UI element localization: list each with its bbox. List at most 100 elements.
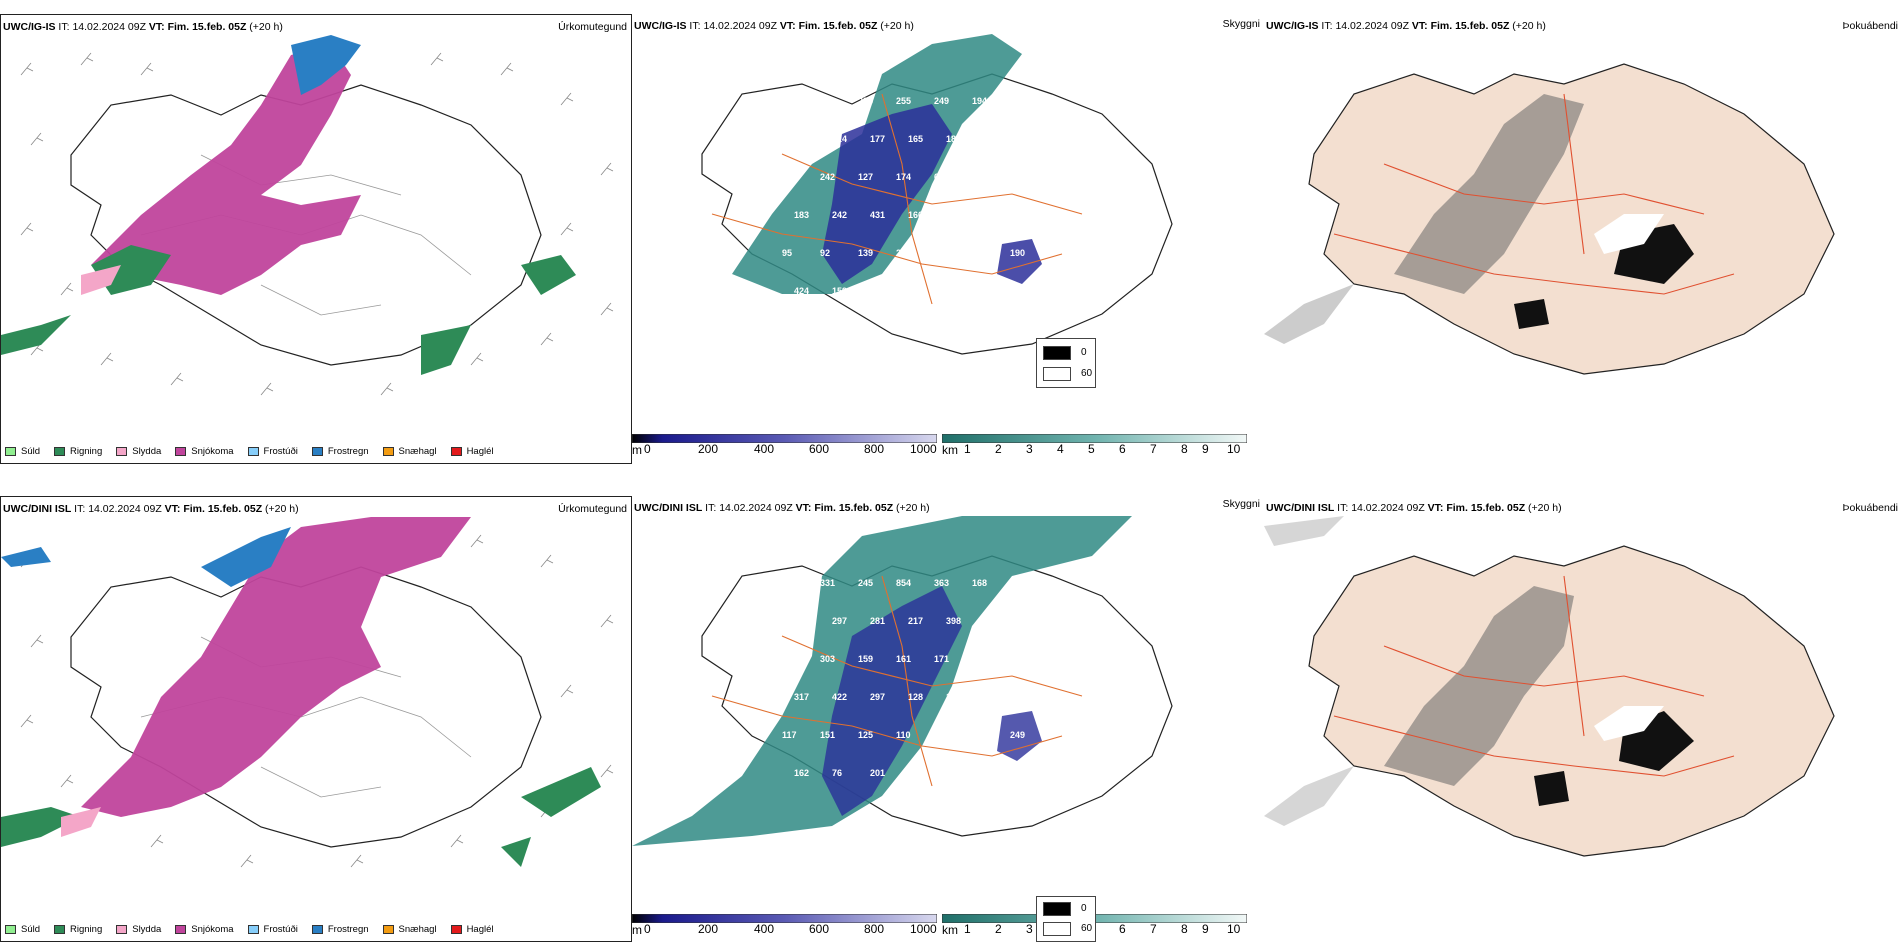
height-label: 154 — [870, 286, 885, 296]
precip-type-panel-row2: UWC/DINI ISL IT: 14.02.2024 09Z VT: Fim.… — [0, 496, 632, 942]
precip-legend: Súld Rigning Slydda Snjókoma Frostúði Fr… — [5, 446, 508, 457]
height-label: 76 — [832, 768, 842, 778]
legend-item: Súld — [5, 924, 40, 935]
colorbar-m-tick: 400 — [754, 442, 775, 456]
panel-title: Þokuábendi — [1842, 20, 1898, 32]
height-label: 139 — [858, 248, 873, 258]
it-value: 14.02.2024 09Z — [72, 21, 146, 33]
colorbar-m-tick: 800 — [864, 922, 885, 936]
colorbar-m-tick: 0 — [644, 922, 651, 936]
height-label: 179 — [984, 616, 999, 626]
model-name: UWC/IG-IS — [634, 20, 687, 32]
height-label: 201 — [870, 768, 885, 778]
model-name: UWC/IG-IS — [3, 21, 56, 33]
legend-swatch — [5, 447, 16, 456]
colorbar-km-tick: 6 — [1119, 442, 1126, 456]
legend-item: Frostregn — [311, 446, 369, 457]
legend-item: Rigning — [54, 924, 102, 935]
colorbar-m-tick: 200 — [698, 922, 719, 936]
colorbar-m-tick: 200 — [698, 442, 719, 456]
height-label: 303 — [820, 654, 835, 664]
fog-sea — [1264, 284, 1354, 344]
legend-swatch — [247, 925, 259, 934]
legend-label: Snjókoma — [191, 924, 234, 935]
height-label: 177 — [946, 692, 961, 702]
roads — [1333, 93, 1735, 295]
it-value: 14.02.2024 09Z — [703, 20, 777, 32]
height-label: 252 — [972, 248, 987, 258]
snow-area — [81, 517, 471, 817]
legend-label: Rigning — [70, 924, 103, 935]
legend-label: Frostúði — [263, 924, 298, 935]
colorbar-km-unit: km — [942, 443, 958, 457]
legend-item: Haglél — [450, 924, 494, 935]
legend-item: Frostúði — [247, 446, 298, 457]
fog-legend-value: 60 — [1081, 368, 1093, 379]
height-label: 211 — [972, 172, 987, 182]
height-label: 113 — [782, 324, 797, 334]
model-name: UWC/DINI ISL — [634, 502, 703, 514]
roads — [1333, 575, 1735, 777]
colorbar-km-tick: 9 — [1202, 922, 1209, 936]
lead-time: (+20 h) — [1512, 20, 1546, 32]
height-label: 245 — [858, 578, 873, 588]
colorbar-km-tick: 3 — [1026, 442, 1033, 456]
fog-white — [1594, 706, 1664, 741]
height-label: 289 — [1022, 286, 1037, 296]
fog-legend: 0 60 — [1036, 896, 1096, 942]
it-label: IT: — [705, 502, 717, 514]
colorbar-km-tick: 2 — [995, 442, 1002, 456]
colorbar-km: km 1 2 3 4 5 6 7 8 9 10 — [942, 434, 1247, 464]
panel-header: UWC/DINI ISL IT: 14.02.2024 09Z VT: Fim.… — [1266, 502, 1562, 514]
height-label: 159 — [858, 654, 873, 664]
fog-map — [1264, 63, 1835, 375]
height-label: 316 — [934, 248, 949, 258]
height-label: 174 — [896, 172, 911, 182]
precip-type-map — [1, 517, 614, 868]
vt-label: VT: — [795, 502, 812, 514]
colorbar-m-tick: 1000 — [910, 442, 937, 456]
roads — [711, 575, 1083, 787]
cloud-panel-row1: UWC/IG-IS IT: 14.02.2024 09Z VT: Fim. 15… — [632, 14, 1260, 464]
row-1: UWC/IG-IS IT: 14.02.2024 09Z VT: Fim. 15… — [0, 0, 1900, 470]
it-value: 14.02.2024 09Z — [1335, 20, 1409, 32]
height-label: 249 — [934, 96, 949, 106]
height-label: 190 — [1010, 248, 1025, 258]
height-label: 854 — [896, 578, 911, 588]
height-label: 92 — [1022, 692, 1032, 702]
panel-title: Skyggni — [1222, 498, 1260, 510]
panel-title: Úrkomutegund — [558, 21, 627, 33]
height-label: 73 — [984, 692, 994, 702]
colorbar-km-tick: 10 — [1227, 442, 1241, 456]
legend-swatch — [175, 925, 187, 934]
height-label: 685 — [934, 172, 949, 182]
legend-label: Snæhagl — [398, 446, 437, 457]
legend-swatch — [54, 925, 66, 934]
height-labels: 323 210 235 255 249 194 262 242 224 177 165 186 203 1… — [782, 96, 1037, 334]
it-label: IT: — [58, 21, 70, 33]
colorbar-m-strip — [632, 434, 937, 443]
colorbar-km-tick: 4 — [1057, 442, 1064, 456]
legend-swatch — [5, 925, 16, 934]
height-label: 117 — [782, 730, 797, 740]
height-label: 224 — [832, 134, 847, 144]
height-label: 125 — [858, 730, 873, 740]
height-label: 110 — [1022, 210, 1037, 220]
height-label: 177 — [870, 134, 885, 144]
colorbar-km-tick: 7 — [1150, 442, 1157, 456]
height-label: 161 — [896, 654, 911, 664]
roads — [711, 93, 1083, 305]
fog-legend-swatch — [1043, 367, 1071, 381]
height-label: 363 — [934, 578, 949, 588]
height-label: 317 — [794, 692, 809, 702]
height-label: 255 — [896, 96, 911, 106]
legend-label: Súld — [21, 446, 41, 457]
iceland-land — [1308, 545, 1835, 857]
height-label: 239 — [896, 248, 911, 258]
vt-label: VT: — [1427, 502, 1444, 514]
frz-area — [291, 35, 361, 95]
fog-panel-row1: UWC/IG-IS IT: 14.02.2024 09Z VT: Fim. 15… — [1036, 14, 1900, 464]
legend-swatch — [54, 447, 66, 456]
height-label: 128 — [908, 692, 923, 702]
height-label: 297 — [870, 692, 885, 702]
